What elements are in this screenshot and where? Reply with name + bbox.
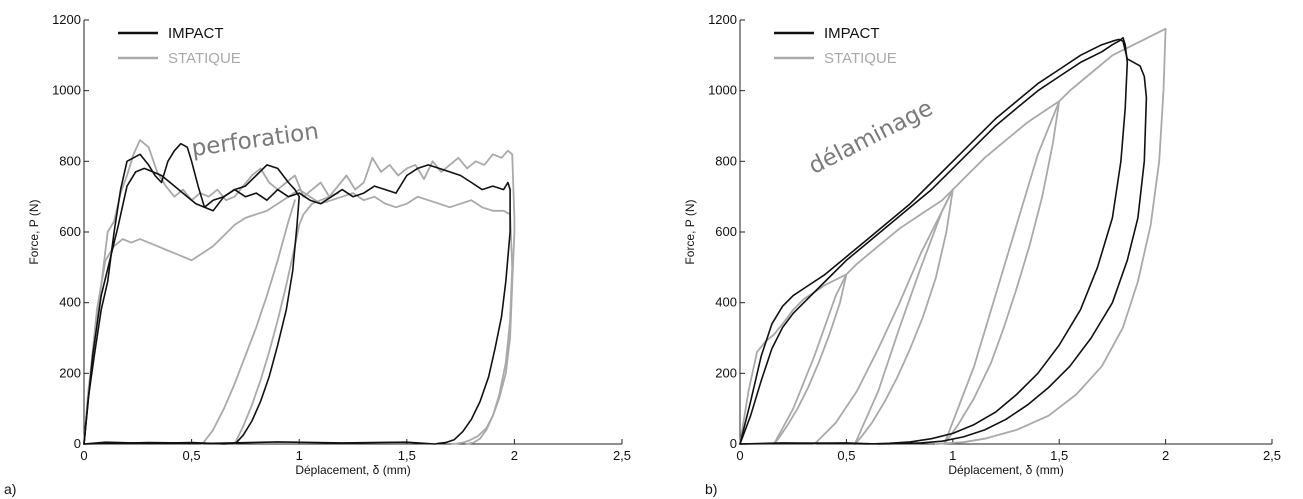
x-axis-label: Déplacement, δ (mm) bbox=[295, 463, 410, 477]
impact-series-line-5 bbox=[83, 164, 511, 445]
x-tick-label: 2,5 bbox=[613, 448, 631, 463]
panel-a: 0 0,5 1 1,5 2 2,5 0 200 400 600 800 1000 1200 Déplace… bbox=[4, 12, 631, 497]
y-tick-label: 0 bbox=[74, 436, 81, 451]
y-tick-label: 1000 bbox=[708, 83, 737, 98]
legend-label: STATIQUE bbox=[168, 50, 241, 67]
statique-series-line-2 bbox=[233, 192, 339, 445]
y-tick-label: 0 bbox=[730, 436, 737, 451]
y-axis-label: Force, P (N) bbox=[27, 199, 41, 264]
x-tick-label: 2 bbox=[511, 448, 518, 463]
x-tick-label: 1,5 bbox=[1050, 448, 1068, 463]
y-tick-label: 800 bbox=[715, 153, 737, 168]
impact-series-line-6 bbox=[739, 36, 1129, 445]
y-tick-label: 800 bbox=[59, 153, 81, 168]
panel-b: 0 0,5 1 1,5 2 2,5 0 200 400 600 800 1000 1200 Déplace… bbox=[683, 12, 1281, 497]
legend-label: STATIQUE bbox=[824, 50, 897, 67]
x-tick-label: 0,5 bbox=[837, 448, 855, 463]
annotation-label: perforation bbox=[190, 118, 320, 162]
legend-label: IMPACT bbox=[168, 25, 224, 42]
statique-series-line-4 bbox=[813, 188, 954, 445]
x-tick-label: 1 bbox=[949, 448, 956, 463]
x-axis-label: Déplacement, δ (mm) bbox=[948, 463, 1063, 477]
y-tick-label: 600 bbox=[715, 224, 737, 239]
x-tick-label: 0 bbox=[736, 448, 743, 463]
statique-series-line-3 bbox=[934, 27, 1167, 445]
y-tick-label: 600 bbox=[59, 224, 81, 239]
x-tick-label: 1,5 bbox=[398, 448, 416, 463]
y-tick-label: 200 bbox=[59, 365, 81, 380]
y-tick-label: 400 bbox=[715, 295, 737, 310]
x-tick-label: 0 bbox=[80, 448, 87, 463]
statique-series-line-3 bbox=[201, 199, 296, 445]
y-tick-label: 400 bbox=[59, 295, 81, 310]
y-tick-label: 1000 bbox=[52, 83, 81, 98]
y-tick-label: 200 bbox=[715, 365, 737, 380]
impact-series-line-5 bbox=[739, 38, 1148, 445]
x-tick-label: 2,5 bbox=[1263, 448, 1281, 463]
y-tick-label: 1200 bbox=[708, 12, 737, 27]
y-tick-label: 1200 bbox=[52, 12, 81, 27]
y-axis-label: Force, P (N) bbox=[683, 199, 697, 264]
statique-series-line-0 bbox=[739, 273, 848, 445]
x-tick-label: 1 bbox=[296, 448, 303, 463]
statique-series-line-0 bbox=[83, 139, 516, 445]
statique-series-line-2 bbox=[854, 100, 1061, 445]
legend-label: IMPACT bbox=[824, 25, 880, 42]
statique-series-line-1 bbox=[773, 188, 954, 445]
x-tick-label: 0,5 bbox=[183, 448, 201, 463]
panel-label: b) bbox=[705, 481, 717, 497]
annotation-label: délaminage bbox=[805, 95, 937, 180]
x-tick-label: 2 bbox=[1162, 448, 1169, 463]
panel-label: a) bbox=[4, 481, 16, 497]
